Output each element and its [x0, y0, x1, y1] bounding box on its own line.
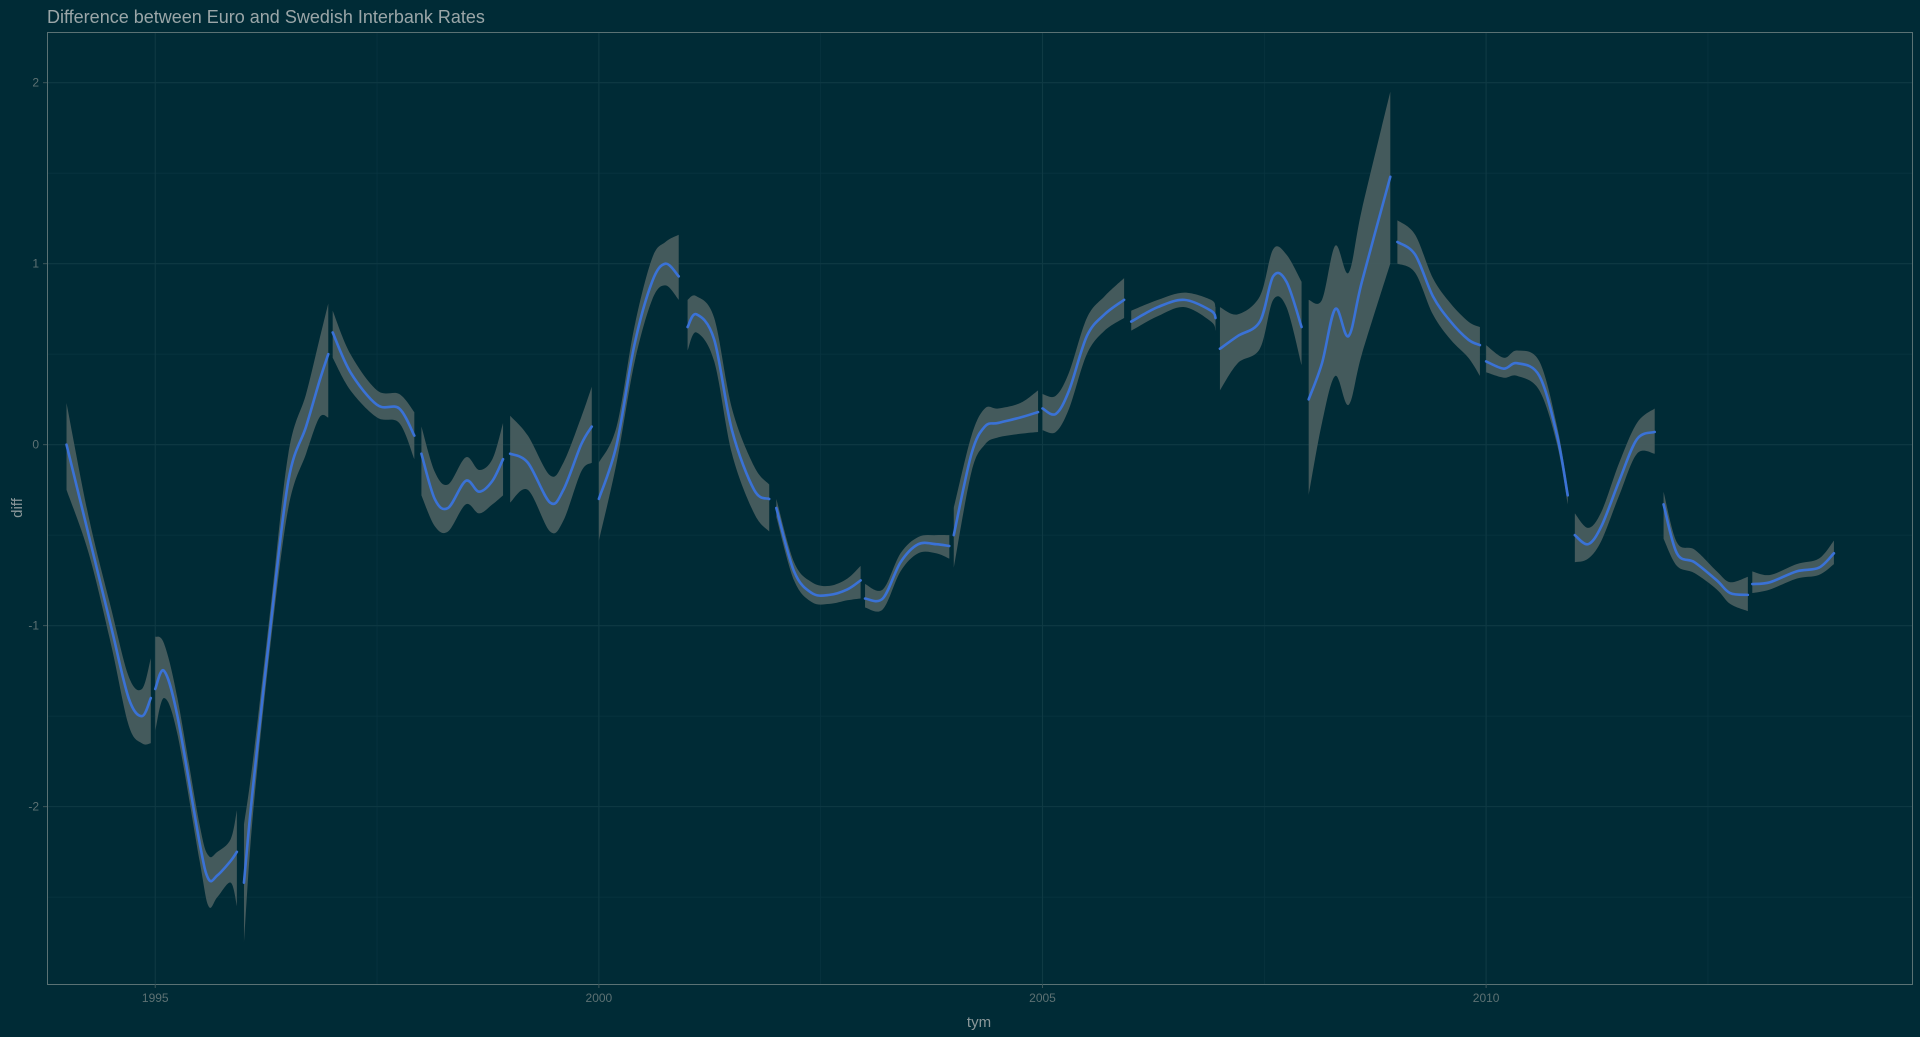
trend-line-2011	[1573, 430, 1656, 546]
confidence-ribbon-2004	[953, 390, 1039, 568]
y-axis-ticks: -2 -1 0 1 2	[28, 76, 47, 814]
y-tick-label: 0	[32, 438, 39, 452]
trend-line-2002	[775, 506, 862, 597]
x-axis-title: tym	[967, 1014, 991, 1031]
y-tick-label: -2	[28, 800, 39, 814]
trend-line-2003	[863, 541, 951, 603]
confidence-ribbon-1998	[421, 422, 504, 534]
trend-line-2008	[1307, 175, 1392, 401]
trend-line-2007	[1218, 271, 1303, 351]
confidence-ribbon-2010	[1486, 345, 1568, 505]
trend-line-2010	[1484, 360, 1570, 497]
trend-line-2006	[1129, 298, 1217, 323]
trend-line-2000	[597, 262, 681, 501]
plot-panel-border	[47, 32, 1913, 985]
x-tick-label: 2010	[1473, 991, 1500, 1005]
confidence-ribbon-1996	[243, 303, 329, 943]
trend-line-2005	[1041, 298, 1126, 416]
x-tick-label: 2005	[1029, 991, 1056, 1005]
trend-line-2013	[1750, 551, 1836, 586]
confidence-ribbon-1999	[510, 386, 592, 534]
trend-line-2012	[1662, 503, 1750, 597]
y-axis-title: diff	[9, 497, 26, 518]
trend-line-1998	[420, 452, 505, 511]
trend-line-2004	[952, 410, 1040, 537]
confidence-ribbon-2011	[1574, 408, 1655, 563]
x-tick-label: 2000	[586, 991, 613, 1005]
grid-layer	[47, 32, 1912, 984]
confidence-ribbon-1997	[332, 310, 415, 460]
y-tick-label: -1	[28, 619, 39, 633]
trend-line-1997	[331, 331, 416, 437]
trend-line-2009	[1396, 240, 1482, 347]
confidence-ribbon-2008	[1308, 91, 1391, 496]
chart-title: Difference between Euro and Swedish Inte…	[47, 7, 485, 27]
trend-line-1996	[242, 352, 330, 884]
trend-line-2001	[686, 312, 771, 501]
trend-lines	[65, 175, 1836, 884]
confidence-ribbon-2012	[1663, 491, 1748, 612]
trend-line-1995	[153, 668, 239, 883]
x-tick-label: 1995	[142, 991, 169, 1005]
trend-line-1994	[65, 443, 153, 718]
x-axis-ticks: 1995 2000 2005 2010	[142, 984, 1500, 1005]
y-tick-label: 1	[32, 257, 39, 271]
confidence-ribbon-1994	[66, 403, 151, 745]
trend-line-1999	[508, 425, 594, 506]
y-tick-label: 2	[32, 76, 39, 90]
